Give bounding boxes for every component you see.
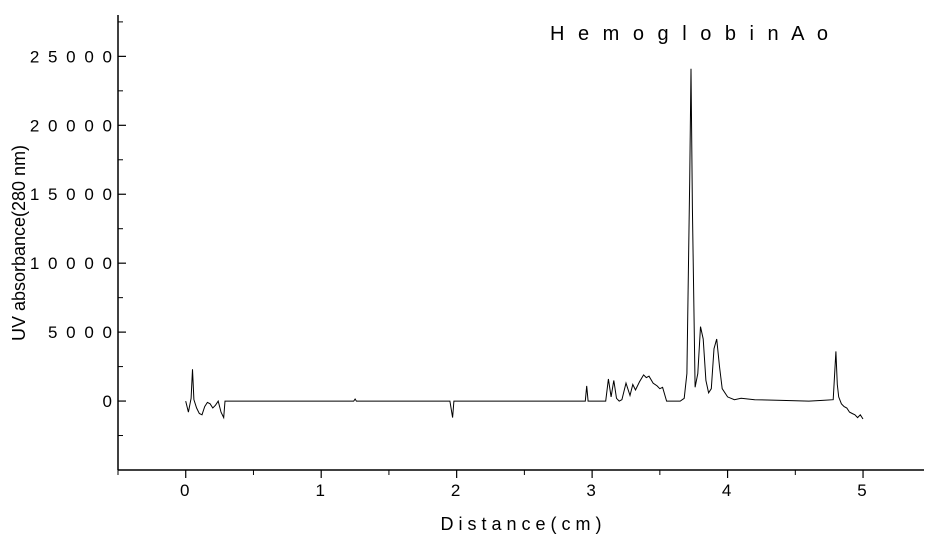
x-axis-title: D i s t a n c e ( c m ) (440, 514, 601, 534)
y-tick-label: 0 (103, 392, 114, 411)
y-ticks: 0 5 0 0 0 1 0 0 0 0 1 5 0 0 0 2 0 0 0 0 2 5 0… (30, 21, 126, 437)
y-tick-label: 1 5 0 0 0 (30, 185, 114, 204)
x-tick-label: 4 (722, 481, 733, 500)
plot-area: 0 5 0 0 0 1 0 0 0 0 1 5 0 0 0 2 0 0 0 0 2 5 0… (30, 15, 924, 500)
y-tick-label: 2 0 0 0 0 (30, 116, 114, 135)
x-tick-label: 5 (857, 481, 868, 500)
series-line (185, 68, 864, 420)
y-axis-title: UV absorbance(280 nm) (9, 145, 29, 341)
y-tick-label: 2 5 0 0 0 (30, 47, 114, 66)
x-tick-label: 2 (451, 481, 462, 500)
x-tick-label: 3 (586, 481, 597, 500)
y-tick-label: 5 0 0 0 (48, 323, 114, 342)
x-ticks: 0 1 2 3 4 5 (117, 470, 868, 500)
y-tick-label: 1 0 0 0 0 (30, 254, 114, 273)
x-tick-label: 0 (180, 481, 191, 500)
peak-annotation: H e m o g l o b i n A o (550, 23, 832, 45)
x-tick-label: 1 (315, 481, 326, 500)
